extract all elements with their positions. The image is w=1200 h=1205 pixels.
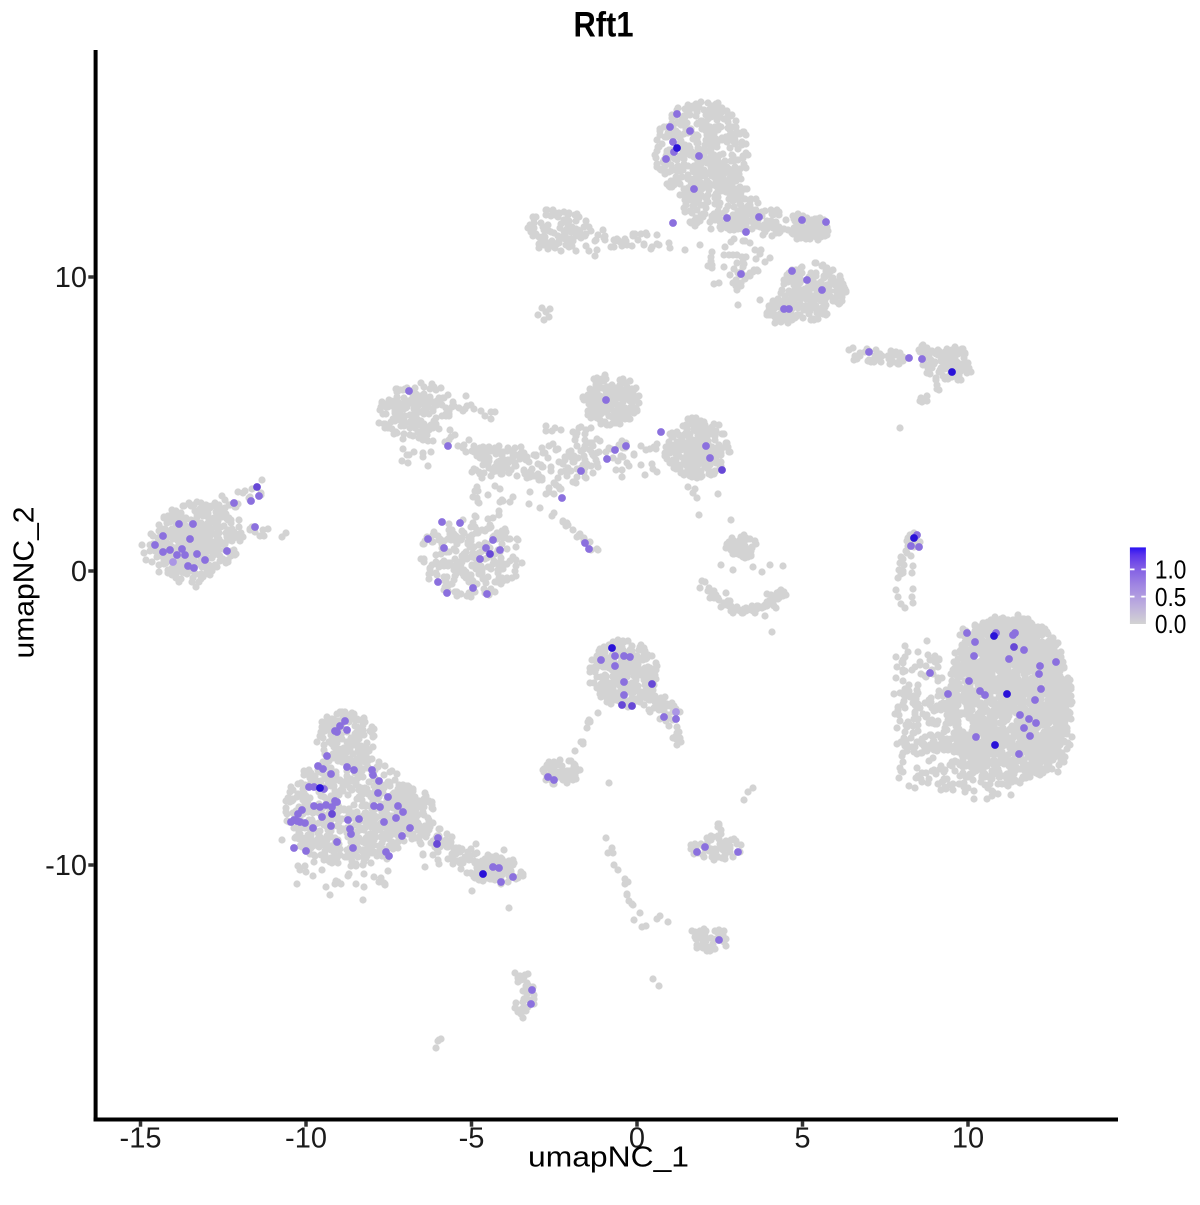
svg-text:1.0: 1.0	[1155, 557, 1187, 585]
svg-text:Rft1: Rft1	[574, 6, 634, 45]
svg-text:-10: -10	[285, 1123, 327, 1155]
svg-text:-10: -10	[45, 850, 87, 882]
svg-text:10: 10	[55, 262, 87, 294]
svg-text:-5: -5	[459, 1123, 485, 1155]
svg-text:0.5: 0.5	[1155, 584, 1187, 612]
svg-text:0.0: 0.0	[1155, 611, 1187, 639]
svg-text:umapNC_2: umapNC_2	[9, 507, 41, 659]
svg-text:umapNC_1: umapNC_1	[528, 1142, 689, 1174]
svg-text:5: 5	[794, 1123, 810, 1155]
svg-text:0: 0	[71, 556, 87, 588]
svg-text:10: 10	[952, 1123, 984, 1155]
svg-text:0: 0	[629, 1123, 645, 1155]
svg-text:-15: -15	[120, 1123, 162, 1155]
